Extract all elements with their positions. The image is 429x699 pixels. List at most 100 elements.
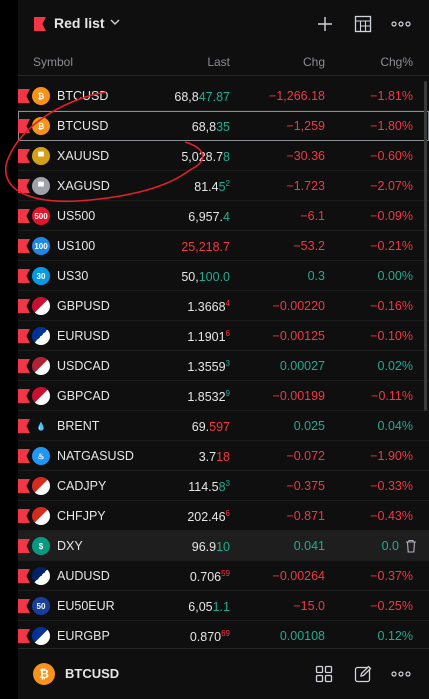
red-flag-icon[interactable] xyxy=(18,419,30,433)
watchlist-header: Red list xyxy=(18,0,429,48)
red-flag-icon[interactable] xyxy=(34,17,46,31)
advanced-view-button[interactable] xyxy=(351,12,375,36)
last-price: 0.87069 xyxy=(189,629,230,644)
table-row[interactable]: ♨ NATGASUSD 3.718 −0.072 −1.90% xyxy=(18,441,429,471)
change-percent: −2.07% xyxy=(370,179,413,193)
red-flag-icon[interactable] xyxy=(18,599,30,613)
table-row[interactable]: CADJPY 114.583 −0.375 −0.33% xyxy=(18,471,429,501)
red-flag-icon[interactable] xyxy=(18,359,30,373)
table-row[interactable]: 100 US100 25,218.7 −53.2 −0.21% xyxy=(18,231,429,261)
red-flag-icon[interactable] xyxy=(18,179,30,193)
symbol-list: ₿ BTCUSD 68,847.87 −1,266.18 −1.81% ₿ BTCUSD 68… xyxy=(18,81,429,647)
col-last[interactable]: Last xyxy=(207,55,230,69)
table-icon xyxy=(354,15,372,33)
symbol-name: NATGASUSD xyxy=(57,449,134,463)
table-row[interactable]: USDCAD 1.35593 0.00027 0.02% xyxy=(18,351,429,381)
change-value: 0.3 xyxy=(307,269,325,283)
table-row[interactable]: EURUSD 1.19016 −0.00125 −0.10% xyxy=(18,321,429,351)
change-value: −1,259 xyxy=(286,119,325,133)
last-price: 1.85329 xyxy=(187,389,230,404)
red-flag-icon[interactable] xyxy=(18,119,30,133)
change-value: 0.00027 xyxy=(279,359,325,373)
change-percent: 0.02% xyxy=(377,359,413,373)
red-flag-icon[interactable] xyxy=(18,569,30,583)
table-row[interactable]: CHFJPY 202.466 −0.871 −0.43% xyxy=(18,501,429,531)
change-percent: 0.0 xyxy=(381,539,399,553)
change-percent: −0.21% xyxy=(370,239,413,253)
last-price: 68,835 xyxy=(191,120,230,134)
footer-symbol[interactable]: BTCUSD xyxy=(65,666,120,681)
last-price: 3.718 xyxy=(198,450,230,464)
table-row[interactable]: ₿ BTCUSD 68,847.87 −1,266.18 −1.81% xyxy=(18,81,429,111)
red-flag-icon[interactable] xyxy=(18,149,30,163)
cadjpy-flag-icon xyxy=(32,477,50,495)
red-flag-icon[interactable] xyxy=(18,449,30,463)
change-percent: −0.37% xyxy=(370,569,413,583)
add-symbol-button[interactable] xyxy=(313,12,337,36)
table-row[interactable]: GBPCAD 1.85329 −0.00199 −0.11% xyxy=(18,381,429,411)
change-percent: −0.33% xyxy=(370,479,413,493)
red-flag-icon[interactable] xyxy=(18,209,30,223)
more-icon xyxy=(391,21,411,27)
symbol-name: CADJPY xyxy=(57,479,107,493)
last-price: 6,957.4 xyxy=(188,210,230,224)
change-value: −0.871 xyxy=(286,509,325,523)
red-flag-icon[interactable] xyxy=(18,629,30,643)
table-row[interactable]: 30 US30 50,100.0 0.3 0.00% xyxy=(18,261,429,291)
table-row[interactable]: EURGBP 0.87069 0.00108 0.12% xyxy=(18,621,429,647)
oil-drop-icon: 💧 xyxy=(32,417,50,435)
col-chg-pct[interactable]: Chg% xyxy=(380,55,413,69)
change-value: −1,266.18 xyxy=(269,89,325,103)
usdcad-flag-icon xyxy=(32,357,50,375)
red-flag-icon[interactable] xyxy=(18,299,30,313)
red-flag-icon[interactable] xyxy=(18,269,30,283)
table-row[interactable]: ₿ BTCUSD 68,835 −1,259 −1.80% xyxy=(18,111,429,141)
last-price: 96.910 xyxy=(191,540,230,554)
table-row[interactable]: 50 EU50EUR 6,051.1 −15.0 −0.25% xyxy=(18,591,429,621)
gbpusd-flag-icon xyxy=(32,297,50,315)
change-value: 0.00108 xyxy=(279,629,325,643)
btc-icon: ₿ xyxy=(32,117,50,135)
table-row[interactable]: $ DXY 96.910 0.041 0.0 xyxy=(18,531,429,561)
red-flag-icon[interactable] xyxy=(18,239,30,253)
last-price: 6,051.1 xyxy=(188,600,230,614)
table-row[interactable]: 💧 BRENT 69.597 0.025 0.04% xyxy=(18,411,429,441)
edit-button[interactable] xyxy=(351,662,375,686)
change-value: −0.00199 xyxy=(272,389,325,403)
red-flag-icon[interactable] xyxy=(18,509,30,523)
red-flag-icon[interactable] xyxy=(18,389,30,403)
change-value: −0.00125 xyxy=(272,329,325,343)
last-price: 25,218.7 xyxy=(181,240,230,254)
change-value: −6.1 xyxy=(300,209,325,223)
table-row[interactable]: GBPUSD 1.36684 −0.00220 −0.16% xyxy=(18,291,429,321)
layout-button[interactable] xyxy=(312,662,336,686)
table-row[interactable]: AUDUSD 0.70659 −0.00264 −0.37% xyxy=(18,561,429,591)
table-row[interactable]: 500 US500 6,957.4 −6.1 −0.09% xyxy=(18,201,429,231)
trash-icon[interactable] xyxy=(405,539,417,553)
more-options-button[interactable] xyxy=(389,12,413,36)
table-row[interactable]: ▀ XAGUSD 81.452 −1.723 −2.07% xyxy=(18,171,429,201)
change-percent: −0.10% xyxy=(370,329,413,343)
symbol-name: AUDUSD xyxy=(57,569,110,583)
chevron-down-icon[interactable] xyxy=(110,17,120,27)
symbol-name: BRENT xyxy=(57,419,100,433)
us30-icon: 30 xyxy=(32,267,50,285)
table-row[interactable]: ▀ XAUUSD 5,028.78 −30.36 −0.60% xyxy=(18,141,429,171)
scrollbar[interactable] xyxy=(424,81,427,411)
change-percent: −1.80% xyxy=(370,119,413,133)
symbol-name: BTCUSD xyxy=(57,89,109,103)
red-flag-icon[interactable] xyxy=(18,479,30,493)
red-flag-icon[interactable] xyxy=(18,539,30,553)
col-symbol[interactable]: Symbol xyxy=(33,55,74,69)
symbol-name: EURUSD xyxy=(57,329,110,343)
change-percent: −1.81% xyxy=(370,89,413,103)
symbol-name: CHFJPY xyxy=(57,509,106,523)
col-chg[interactable]: Chg xyxy=(302,55,325,69)
list-title[interactable]: Red list xyxy=(54,15,105,31)
red-flag-icon[interactable] xyxy=(18,329,30,343)
dollar-icon: $ xyxy=(32,537,50,555)
red-flag-icon[interactable] xyxy=(18,89,30,103)
footer-more-button[interactable] xyxy=(389,662,413,686)
change-percent: −0.16% xyxy=(370,299,413,313)
symbol-name: USDCAD xyxy=(57,359,110,373)
